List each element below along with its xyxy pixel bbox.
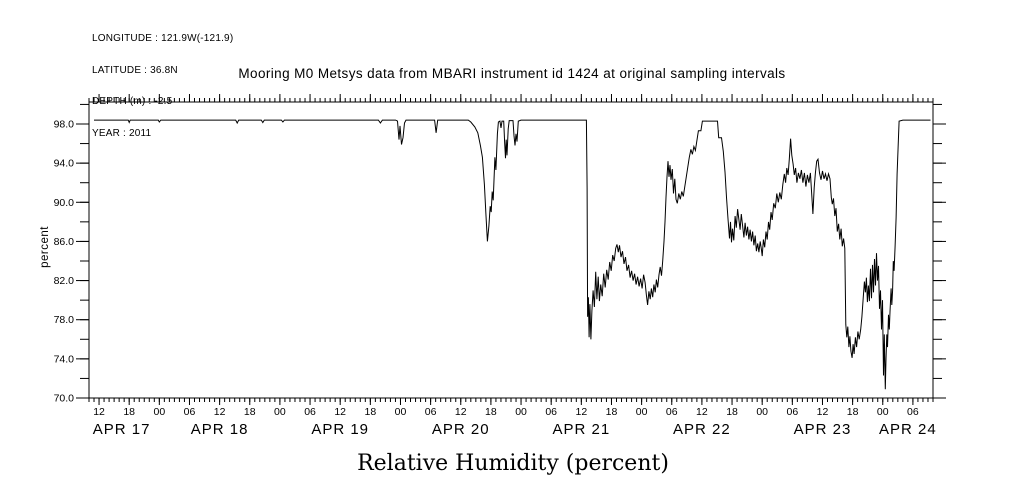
x-date-label: APR 23 [794,421,852,438]
relative-humidity-line [94,119,931,390]
x-tick-label: 06 [425,406,437,418]
x-tick-label: 06 [786,406,798,418]
x-tick-label: 12 [334,406,346,418]
x-tick-label: 18 [606,406,618,418]
x-tick-label: 06 [304,406,316,418]
x-tick-label: 00 [274,406,286,418]
x-tick-label: 06 [907,406,919,418]
x-date-label: APR 19 [311,421,369,438]
metadata-year: YEAR : 2011 [92,127,152,139]
x-tick-label: 12 [696,406,708,418]
y-tick-label: 86.0 [54,236,75,248]
y-tick-label: 90.0 [54,197,75,209]
x-tick-label: 18 [364,406,376,418]
chart-title: Mooring M0 Metsys data from MBARI instru… [238,66,786,81]
metadata-latitude: LATITUDE : 36.8N [92,64,178,76]
y-tick-label: 70.0 [54,393,75,405]
x-tick-label: 00 [395,406,407,418]
plot-frame [88,101,934,399]
x-date-label: APR 24 [879,421,937,438]
x-tick-label: 00 [636,406,648,418]
x-tick-label: 00 [153,406,165,418]
x-tick-label: 18 [726,406,738,418]
y-tick-label: 74.0 [54,353,75,365]
x-axis-title: Relative Humidity (percent) [357,451,669,476]
x-tick-label: 12 [575,406,587,418]
x-date-label: APR 20 [432,421,490,438]
x-tick-label: 00 [756,406,768,418]
x-tick-label: 00 [877,406,889,418]
x-tick-label: 12 [214,406,226,418]
x-date-label: APR 17 [93,421,151,438]
y-tick-label: 82.0 [54,275,75,287]
x-tick-label: 12 [93,406,105,418]
metadata-longitude: LONGITUDE : 121.9W(-121.9) [92,33,234,44]
x-tick-label: 00 [515,406,527,418]
x-tick-label: 18 [244,406,256,418]
y-tick-label: 94.0 [54,158,75,170]
y-tick-label: 98.0 [54,118,75,130]
x-tick-label: 06 [666,406,678,418]
x-date-label: APR 21 [552,421,610,438]
x-tick-label: 12 [455,406,467,418]
x-tick-label: 12 [817,406,829,418]
x-date-label: APR 22 [673,421,731,438]
x-tick-label: 18 [485,406,497,418]
x-date-label: APR 18 [191,421,249,438]
y-tick-label: 78.0 [54,314,75,326]
x-tick-label: 18 [847,406,859,418]
x-tick-label: 06 [184,406,196,418]
x-tick-label: 18 [123,406,135,418]
x-tick-label: 06 [545,406,557,418]
